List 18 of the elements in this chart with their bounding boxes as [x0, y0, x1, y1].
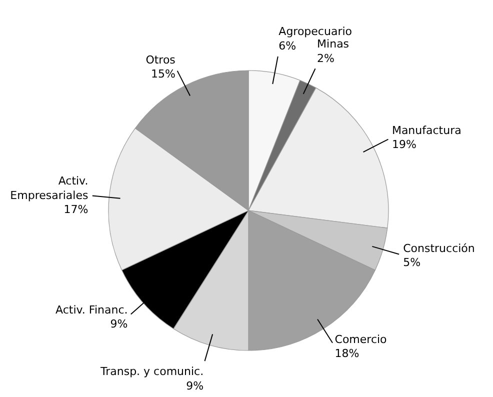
data-label: 18%: [334, 347, 360, 360]
data-label: 6%: [278, 39, 296, 52]
slice-label: Otros: [146, 53, 176, 66]
slice-label: Manufactura: [392, 124, 462, 137]
data-label: 9%: [186, 379, 204, 392]
slice-label: Construcción: [403, 242, 475, 255]
data-label: 17%: [64, 203, 88, 216]
slice-label: Minas: [317, 38, 350, 51]
slice-label: Comercio: [334, 332, 388, 346]
slice-label: Transp. y comunic.: [99, 365, 204, 378]
data-label: 5%: [403, 256, 421, 270]
slice-label: Activ. Empresariales: [10, 174, 88, 202]
slice-label: Activ. Financ.: [56, 303, 128, 316]
data-label: 19%: [392, 138, 416, 152]
data-label: 15%: [150, 68, 176, 81]
slice-label: Agropecuario: [278, 25, 352, 38]
data-label: 2%: [317, 52, 335, 65]
data-label: 9%: [110, 318, 128, 331]
